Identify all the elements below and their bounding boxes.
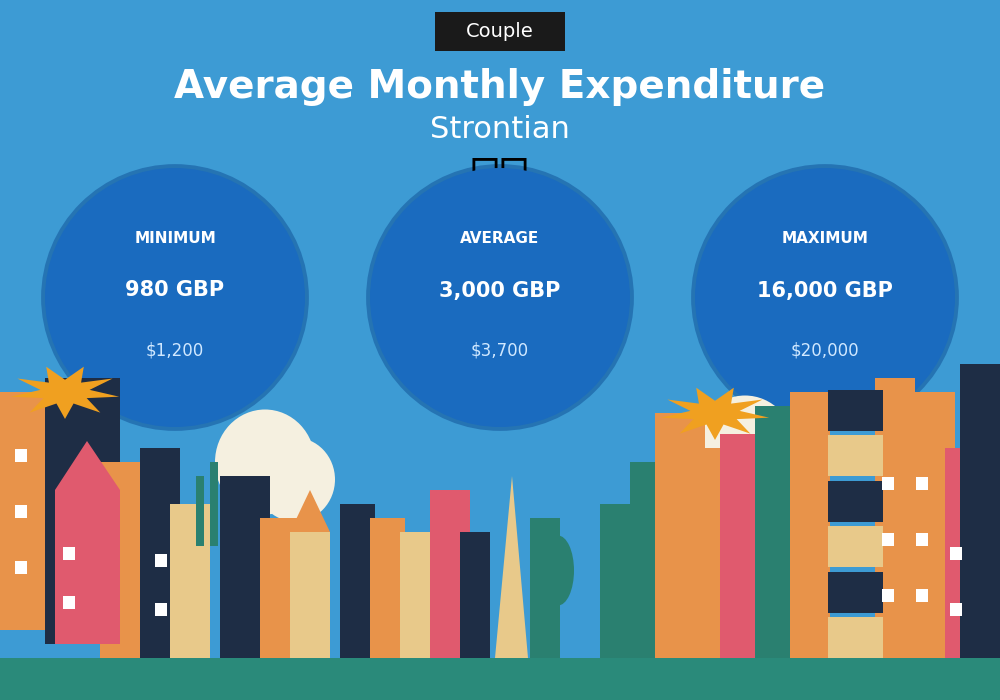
- Bar: [430, 490, 470, 658]
- Ellipse shape: [215, 410, 315, 514]
- Bar: [0, 392, 55, 630]
- Ellipse shape: [695, 395, 795, 500]
- Bar: [828, 390, 883, 430]
- Text: 3,000 GBP: 3,000 GBP: [439, 281, 561, 300]
- Bar: [290, 532, 330, 658]
- Text: MINIMUM: MINIMUM: [134, 230, 216, 246]
- Bar: [460, 532, 490, 658]
- Ellipse shape: [255, 438, 335, 522]
- Bar: [630, 462, 660, 658]
- Bar: [260, 518, 300, 658]
- Bar: [950, 603, 962, 616]
- Bar: [945, 448, 1000, 658]
- Bar: [828, 617, 883, 658]
- Bar: [916, 477, 928, 490]
- Text: $1,200: $1,200: [146, 341, 204, 359]
- Text: 16,000 GBP: 16,000 GBP: [757, 281, 893, 300]
- Bar: [63, 547, 75, 560]
- Bar: [960, 364, 1000, 658]
- Bar: [170, 504, 210, 658]
- Bar: [400, 532, 430, 658]
- Polygon shape: [661, 388, 769, 440]
- Bar: [828, 481, 883, 522]
- Bar: [790, 392, 830, 658]
- Text: MAXIMUM: MAXIMUM: [782, 230, 868, 246]
- FancyBboxPatch shape: [435, 12, 565, 51]
- Ellipse shape: [735, 424, 815, 508]
- Bar: [882, 589, 894, 602]
- Text: Strontian: Strontian: [430, 115, 570, 144]
- Bar: [530, 518, 560, 658]
- Bar: [916, 589, 928, 602]
- Bar: [370, 518, 405, 658]
- Ellipse shape: [542, 536, 574, 606]
- Bar: [0, 658, 1000, 700]
- Bar: [910, 392, 955, 658]
- Bar: [15, 505, 27, 518]
- Bar: [100, 462, 150, 658]
- Text: 980 GBP: 980 GBP: [125, 281, 225, 300]
- Bar: [155, 603, 167, 616]
- Text: AVERAGE: AVERAGE: [460, 230, 540, 246]
- Polygon shape: [55, 441, 120, 490]
- Polygon shape: [495, 476, 528, 658]
- Ellipse shape: [366, 164, 634, 431]
- Ellipse shape: [695, 168, 955, 427]
- Bar: [950, 547, 962, 560]
- Polygon shape: [290, 490, 330, 532]
- Ellipse shape: [41, 164, 309, 431]
- Text: $3,700: $3,700: [471, 341, 529, 359]
- Bar: [220, 476, 270, 658]
- Bar: [875, 378, 915, 658]
- Bar: [210, 462, 218, 546]
- Text: Couple: Couple: [466, 22, 534, 41]
- Bar: [196, 476, 204, 546]
- Ellipse shape: [370, 168, 630, 427]
- Bar: [828, 435, 883, 476]
- Bar: [140, 448, 180, 658]
- Text: 🇬🇧: 🇬🇧: [470, 155, 530, 202]
- Bar: [882, 477, 894, 490]
- Bar: [340, 504, 375, 658]
- Bar: [828, 526, 883, 567]
- Bar: [882, 533, 894, 546]
- Bar: [755, 406, 795, 658]
- Bar: [15, 561, 27, 574]
- Bar: [600, 504, 635, 658]
- Ellipse shape: [691, 164, 959, 431]
- Text: Average Monthly Expenditure: Average Monthly Expenditure: [174, 69, 826, 106]
- Polygon shape: [11, 367, 119, 419]
- Bar: [45, 378, 120, 644]
- Bar: [63, 596, 75, 609]
- Bar: [655, 413, 705, 658]
- Bar: [15, 449, 27, 462]
- Bar: [700, 448, 725, 658]
- Ellipse shape: [45, 168, 305, 427]
- Bar: [155, 554, 167, 567]
- Bar: [720, 434, 760, 658]
- Text: $20,000: $20,000: [791, 341, 859, 359]
- Bar: [55, 490, 120, 644]
- Bar: [828, 572, 883, 612]
- Bar: [916, 533, 928, 546]
